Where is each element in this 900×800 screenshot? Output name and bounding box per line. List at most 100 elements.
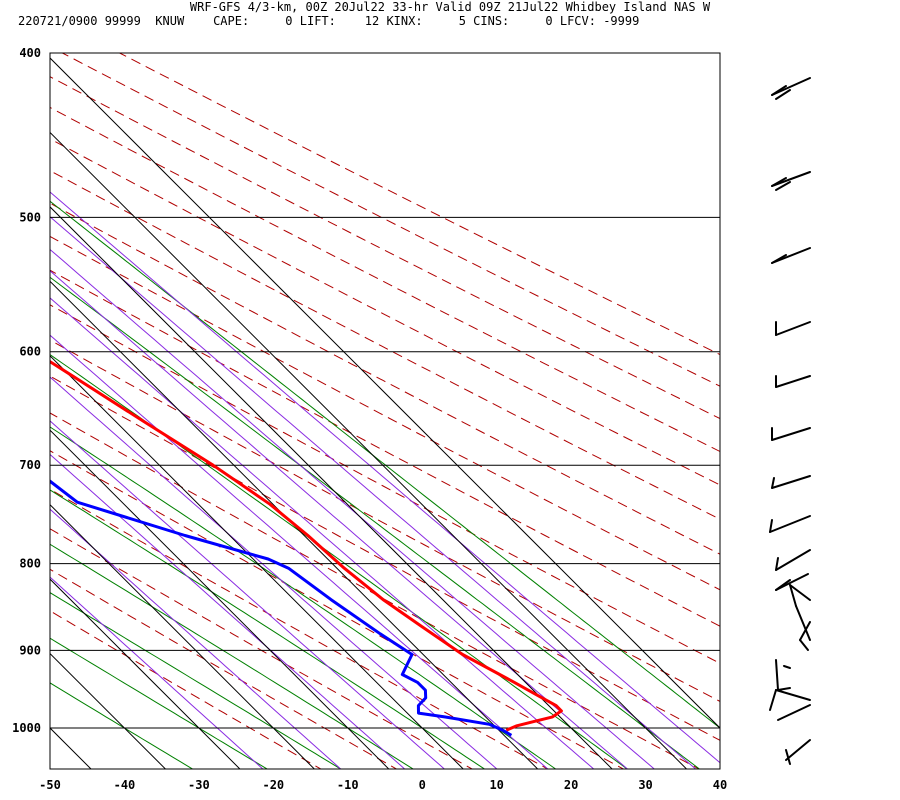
wind-barb-stroke xyxy=(769,515,811,533)
isotherm-line xyxy=(50,57,720,729)
wind-barb-stroke xyxy=(771,477,775,489)
dry-adiabat-line xyxy=(50,170,720,520)
dry-adiabat-line xyxy=(50,488,549,769)
isotherm-line xyxy=(50,503,316,769)
y-tick-label: 1000 xyxy=(12,721,41,735)
plot-area xyxy=(50,53,720,769)
wind-barb-stroke xyxy=(775,89,791,100)
dry-adiabat-line xyxy=(50,528,474,769)
wind-barb xyxy=(771,427,811,441)
wind-barb-stroke xyxy=(775,321,811,336)
isotherm-line xyxy=(50,429,390,769)
x-tick-label: 0 xyxy=(419,778,426,792)
wind-barb-stroke xyxy=(771,171,811,187)
plot-frame xyxy=(49,52,721,770)
dry-adiabat-line xyxy=(50,412,701,769)
mixing-ratio-line xyxy=(50,216,697,769)
x-tick-label: -40 xyxy=(114,778,136,792)
x-tick-label: -10 xyxy=(337,778,359,792)
wind-barb xyxy=(775,659,791,691)
wind-barb xyxy=(771,247,811,264)
moist-adiabat-line xyxy=(50,489,486,769)
wind-barb-stroke xyxy=(771,85,787,96)
dry-adiabat-line xyxy=(50,138,720,486)
isotherm-line xyxy=(0,15,18,771)
wind-barb xyxy=(771,171,811,191)
x-tick-label: 30 xyxy=(638,778,652,792)
wind-barb-stroke xyxy=(775,557,779,571)
wind-barb xyxy=(789,584,811,641)
wind-barb xyxy=(775,321,811,336)
wind-barb-stroke xyxy=(775,549,811,571)
wind-barb xyxy=(775,549,811,571)
x-tick-label: 40 xyxy=(713,778,727,792)
isotherm-line xyxy=(50,578,241,769)
mixing-ratio-line xyxy=(50,297,595,769)
wind-barb-stroke xyxy=(777,704,811,721)
wind-barb xyxy=(783,665,791,669)
wind-barb-stroke xyxy=(785,749,791,765)
wind-barb-stroke xyxy=(771,254,787,264)
wind-barb-stroke xyxy=(775,181,791,191)
moist-adiabat-line xyxy=(50,637,269,769)
y-tick-label: 700 xyxy=(19,458,41,472)
wind-barb xyxy=(775,573,809,591)
wind-barb-stroke xyxy=(769,519,773,533)
dry-adiabat-line xyxy=(118,53,720,356)
dry-adiabat-line xyxy=(50,568,398,769)
wind-barb xyxy=(771,475,811,489)
moist-adiabat-line xyxy=(50,353,628,769)
moist-adiabat-line xyxy=(50,543,415,769)
y-tick-label: 600 xyxy=(19,345,41,359)
wind-barb xyxy=(771,77,811,100)
isotherm-line xyxy=(50,280,539,769)
moist-adiabat-line xyxy=(50,682,194,769)
y-tick-label: 400 xyxy=(19,46,41,60)
wind-barb-stroke xyxy=(777,687,791,691)
wind-barb-stroke xyxy=(775,689,811,701)
moist-adiabat-line xyxy=(50,426,557,769)
isotherm-line xyxy=(50,355,464,769)
y-tick-label: 900 xyxy=(19,643,41,657)
wind-barb xyxy=(799,621,811,651)
isotherm-group xyxy=(0,15,720,771)
dry-adiabat-line xyxy=(50,106,720,453)
mixing-ratio-line xyxy=(50,508,342,769)
dry-adiabat-line xyxy=(50,202,720,555)
mixing-ratio-line xyxy=(50,248,656,769)
wind-barb-stroke xyxy=(783,665,791,669)
wind-barb xyxy=(785,739,811,765)
mixing-ratio-line xyxy=(50,576,264,769)
sounding-stats: 220721/0900 99999 KNUW CAPE: 0 LIFT: 12 … xyxy=(18,14,640,28)
dry-adiabat-line xyxy=(50,450,625,769)
mixing-ratio-line xyxy=(50,270,629,769)
x-tick-label: -50 xyxy=(39,778,61,792)
wind-barb-stroke xyxy=(771,177,787,187)
temperature-profile xyxy=(50,359,563,732)
moist-adiabat-line xyxy=(50,200,720,729)
wind-barb-stroke xyxy=(799,639,809,651)
wind-barb-stroke xyxy=(775,659,779,691)
dewpoint-profile xyxy=(50,479,513,737)
wind-barb-stroke xyxy=(771,475,811,489)
wind-barb xyxy=(769,515,811,533)
dry-adiabat-line xyxy=(50,339,720,702)
wind-barb xyxy=(777,704,811,721)
chart-title: WRF-GFS 4/3-km, 00Z 20Jul22 33-hr Valid … xyxy=(189,0,711,14)
wind-barb-stroke xyxy=(789,584,811,601)
moist-adiabat-line xyxy=(50,592,342,769)
mixing-ratio-line xyxy=(50,191,720,764)
isotherm-line xyxy=(50,206,613,769)
wind-barb-stroke xyxy=(789,584,797,607)
wind-barb-stroke xyxy=(775,375,811,388)
y-tick-label: 500 xyxy=(19,210,41,224)
wind-barb-stroke xyxy=(775,579,791,591)
wind-barb-stroke xyxy=(799,621,811,641)
wind-barb xyxy=(769,689,811,711)
wind-barb-stroke xyxy=(785,739,811,761)
wind-barb-stroke xyxy=(771,427,811,441)
x-tick-label: -30 xyxy=(188,778,210,792)
mixing-ratio-line xyxy=(50,420,446,769)
y-tick-label: 800 xyxy=(19,557,41,571)
